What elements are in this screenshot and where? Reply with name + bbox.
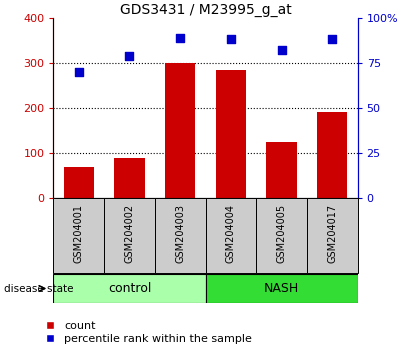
- Bar: [53, 274, 206, 303]
- Legend: count, percentile rank within the sample: count, percentile rank within the sample: [39, 321, 252, 344]
- Text: disease state: disease state: [4, 284, 74, 293]
- Bar: [206, 274, 358, 303]
- Text: GSM204001: GSM204001: [74, 204, 84, 263]
- Text: GSM204017: GSM204017: [327, 204, 337, 263]
- Bar: [104, 198, 155, 273]
- Bar: [114, 158, 145, 198]
- Bar: [206, 198, 256, 273]
- Text: GSM204002: GSM204002: [125, 204, 134, 263]
- Bar: [53, 198, 104, 273]
- Bar: [307, 198, 358, 273]
- Point: [76, 69, 82, 75]
- Text: GSM204004: GSM204004: [226, 204, 236, 263]
- Bar: [64, 167, 94, 198]
- Text: control: control: [108, 282, 151, 295]
- Bar: [266, 142, 297, 198]
- Title: GDS3431 / M23995_g_at: GDS3431 / M23995_g_at: [120, 3, 291, 17]
- Text: GSM204003: GSM204003: [175, 204, 185, 263]
- Bar: [256, 198, 307, 273]
- Point: [329, 36, 335, 42]
- Text: NASH: NASH: [264, 282, 299, 295]
- Point: [228, 36, 234, 42]
- Point: [177, 35, 183, 40]
- Bar: [165, 63, 195, 198]
- Point: [126, 53, 133, 58]
- Bar: [216, 70, 246, 198]
- Bar: [155, 198, 206, 273]
- Point: [278, 47, 285, 53]
- Bar: [317, 113, 347, 198]
- Text: GSM204005: GSM204005: [277, 204, 286, 263]
